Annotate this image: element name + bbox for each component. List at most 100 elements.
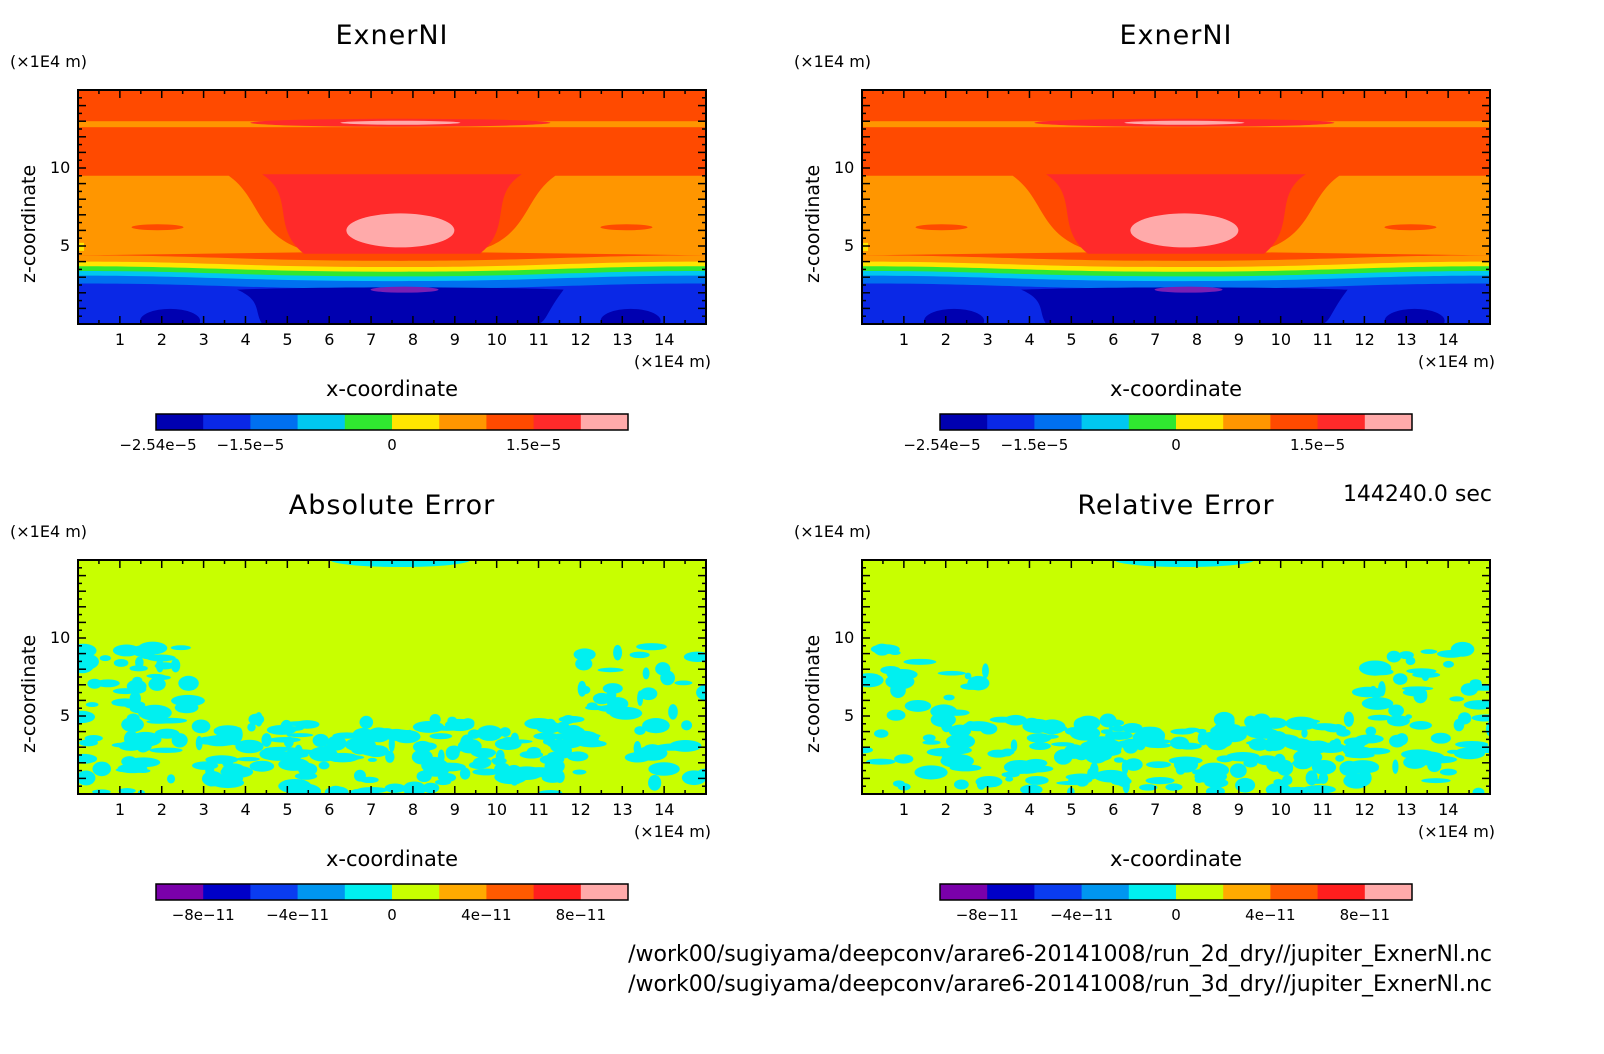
x-tick-label: 1 [114,330,126,349]
chart-title: ExnerNI [335,20,449,51]
x-tick-label: 9 [449,330,460,349]
x-tick-label: 13 [1396,800,1417,819]
x-tick-label: 13 [1396,330,1417,349]
y-tick-label: 5 [844,236,855,255]
x-tick-label: 3 [198,800,209,819]
colorbar-label: 8e−11 [1339,906,1391,924]
chart-panel-1: ExnerNI (×1E4 m) (×1E4 m) x-coordinate z-coo… [0,0,782,470]
x-tick-label: 10 [1270,800,1292,819]
x-tick-label: 3 [982,330,993,349]
x-tick-label: 14 [654,800,675,819]
contour-field [862,560,1490,794]
x-tick-label: 7 [366,330,377,349]
colorbar-swatch [1223,414,1271,430]
colorbar-swatch [1081,414,1130,430]
x-tick-label: 2 [940,330,951,349]
colorbar-swatch [486,884,535,900]
x-tick-label: 9 [1233,330,1244,349]
y-tick-label: 10 [50,628,71,647]
y-tick-label: 10 [834,628,855,647]
x-tick-label: 14 [1438,800,1459,819]
x-tick-label: 11 [1312,800,1333,819]
x-tick-label: 4 [240,330,251,349]
x-tick-label: 4 [1024,800,1035,819]
x-tick-label: 13 [612,800,633,819]
colorbar-swatch [297,884,346,900]
time-label: 144240.0 sec [1342,482,1492,507]
x-tick-label: 10 [1270,330,1292,349]
colorbar-label: −8e−11 [955,906,1019,924]
x-tick-label: 14 [1438,330,1459,349]
colorbar-swatch [1270,414,1319,430]
x-tick-label: 6 [324,800,335,819]
x-axis-label: x-coordinate [325,847,459,871]
colorbar [155,413,629,431]
colorbar-label: 4e−11 [1245,906,1296,924]
colorbar-label: −1.5e−5 [1000,436,1069,454]
x-tick-label: 11 [1312,330,1333,349]
x-tick-label: 10 [486,330,508,349]
colorbar-swatch [156,414,204,430]
colorbar-swatch [486,414,535,430]
x-tick-label: 5 [1066,800,1077,819]
x-tick-label: 12 [570,800,591,819]
colorbar-swatch [580,414,629,430]
chart-svg [77,89,707,431]
colorbar-swatch [1176,414,1224,430]
x-unit-label: (×1E4 m) [1418,822,1496,841]
colorbar-swatch [1364,414,1413,430]
x-tick-label: 7 [366,800,377,819]
x-tick-label: 12 [570,330,591,349]
colorbar-swatch [1128,884,1177,900]
colorbar-label: 4e−11 [461,906,512,924]
colorbar-swatch [1034,414,1083,430]
colorbar-swatch [1034,884,1083,900]
chart-svg [861,559,1491,901]
colorbar-label: 8e−11 [555,906,607,924]
colorbar-label: 0 [1171,906,1181,924]
colorbar-swatch [533,414,582,430]
chart-title: Relative Error [1077,490,1275,521]
x-axis-label: x-coordinate [1109,377,1243,401]
x-tick-label: 7 [1150,330,1161,349]
x-unit-label: (×1E4 m) [1418,352,1496,371]
x-tick-label: 7 [1150,800,1161,819]
y-unit-label: (×1E4 m) [794,522,872,541]
chart-panel-2: ExnerNI (×1E4 m) (×1E4 m) x-coordinate z-coo… [784,0,1566,470]
x-tick-label: 10 [486,800,508,819]
colorbar-swatch [940,414,988,430]
y-axis-label: z-coordinate [802,164,824,283]
x-tick-label: 1 [114,800,126,819]
colorbar-swatch [533,884,582,900]
colorbar-swatch [156,884,204,900]
x-unit-label: (×1E4 m) [634,352,712,371]
colorbar-label: 0 [387,436,397,454]
x-tick-label: 8 [1191,800,1203,819]
colorbar-swatch [1223,884,1271,900]
colorbar-label: 1.5e−5 [1289,436,1346,454]
colorbar-label: 0 [1171,436,1181,454]
x-tick-label: 1 [898,800,910,819]
x-tick-label: 9 [449,800,460,819]
chart-panel-4: Relative Error (×1E4 m) (×1E4 m) x-coordina… [784,470,1566,940]
y-tick-label: 10 [834,158,855,177]
file-path-1: /work00/sugiyama/deepconv/arare6-2014100… [628,942,1492,967]
y-tick-label: 5 [60,236,71,255]
x-tick-label: 8 [407,330,419,349]
x-tick-label: 13 [612,330,633,349]
chart-panel-3: Absolute Error (×1E4 m) (×1E4 m) x-coordina… [0,470,782,940]
y-axis-label: z-coordinate [18,634,40,753]
x-tick-label: 8 [1191,330,1203,349]
colorbar-label: 0 [387,906,397,924]
x-tick-label: 2 [940,800,951,819]
colorbar-swatch [580,884,629,900]
chart-title: Absolute Error [288,490,496,521]
colorbar-swatch [1176,884,1224,900]
x-tick-label: 5 [282,330,293,349]
colorbar-swatch [250,414,299,430]
colorbar [939,883,1413,901]
colorbar-swatch [439,414,487,430]
y-axis-label: z-coordinate [802,634,824,753]
colorbar-label: −4e−11 [1050,906,1114,924]
file-path-2: /work00/sugiyama/deepconv/arare6-2014100… [628,972,1492,997]
